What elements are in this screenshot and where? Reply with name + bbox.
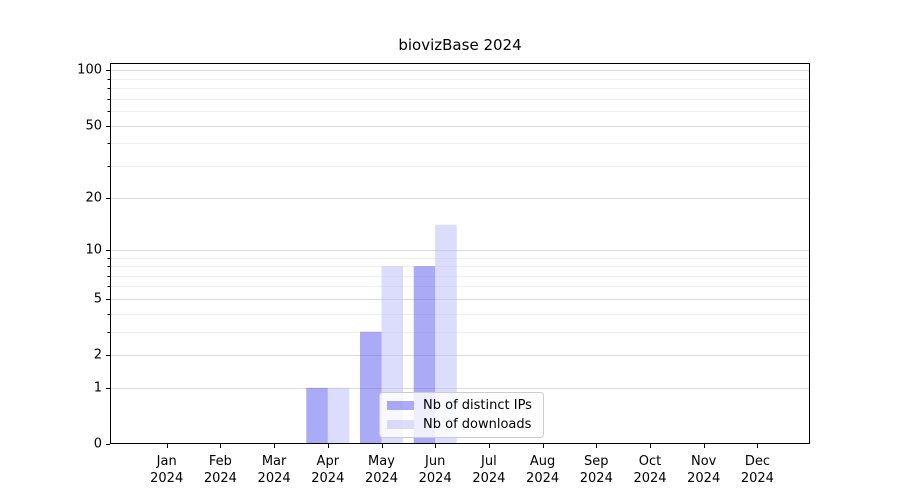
- bar-downloads: [327, 387, 350, 444]
- x-tick-label: Jul 2024: [472, 454, 506, 486]
- x-tick-label: Dec 2024: [740, 454, 774, 486]
- bar-downloads: [435, 224, 457, 444]
- x-tick-label: Feb 2024: [203, 454, 237, 486]
- x-tick-label: Jan 2024: [150, 454, 184, 486]
- x-tick-label: Mar 2024: [257, 454, 291, 486]
- legend-swatch-distinct-ips: [387, 401, 414, 410]
- x-tick-label: Jun 2024: [418, 454, 452, 486]
- y-tick-label: 5: [93, 291, 102, 307]
- legend-swatch-downloads: [387, 420, 414, 429]
- x-tick-label: Aug 2024: [526, 454, 560, 486]
- y-tick-label: 10: [85, 242, 102, 258]
- x-tick-label: Apr 2024: [311, 454, 345, 486]
- legend-label-distinct-ips: Nb of distinct IPs: [423, 398, 532, 413]
- x-tick-label: Nov 2024: [687, 454, 721, 486]
- y-tick-label: 2: [93, 347, 102, 363]
- legend: Nb of distinct IPs Nb of downloads: [379, 392, 544, 438]
- y-tick-label: 50: [85, 118, 102, 134]
- x-tick-label: May 2024: [364, 454, 399, 486]
- x-tick-label: Oct 2024: [633, 454, 667, 486]
- legend-label-downloads: Nb of downloads: [423, 417, 532, 432]
- bar-distinct-ips: [360, 331, 382, 444]
- bar-distinct-ips: [306, 387, 328, 444]
- y-tick-label: 20: [85, 190, 102, 205]
- axes-spines: [110, 63, 810, 444]
- legend-item-distinct-ips: Nb of distinct IPs: [387, 398, 532, 413]
- chart-title: biovizBase 2024: [398, 36, 522, 54]
- y-tick-label: 100: [77, 62, 102, 78]
- legend-item-downloads: Nb of downloads: [387, 417, 532, 432]
- x-tick-label: Sep 2024: [579, 454, 613, 486]
- y-tick-label: 1: [93, 380, 102, 396]
- y-tick-label: 0: [93, 436, 102, 452]
